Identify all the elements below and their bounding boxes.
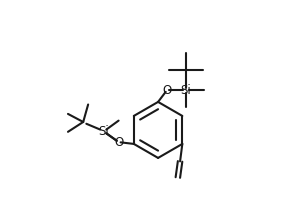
Text: Si: Si	[98, 125, 109, 138]
Text: O: O	[163, 84, 172, 97]
Text: Si: Si	[181, 84, 192, 97]
Text: O: O	[114, 136, 123, 149]
